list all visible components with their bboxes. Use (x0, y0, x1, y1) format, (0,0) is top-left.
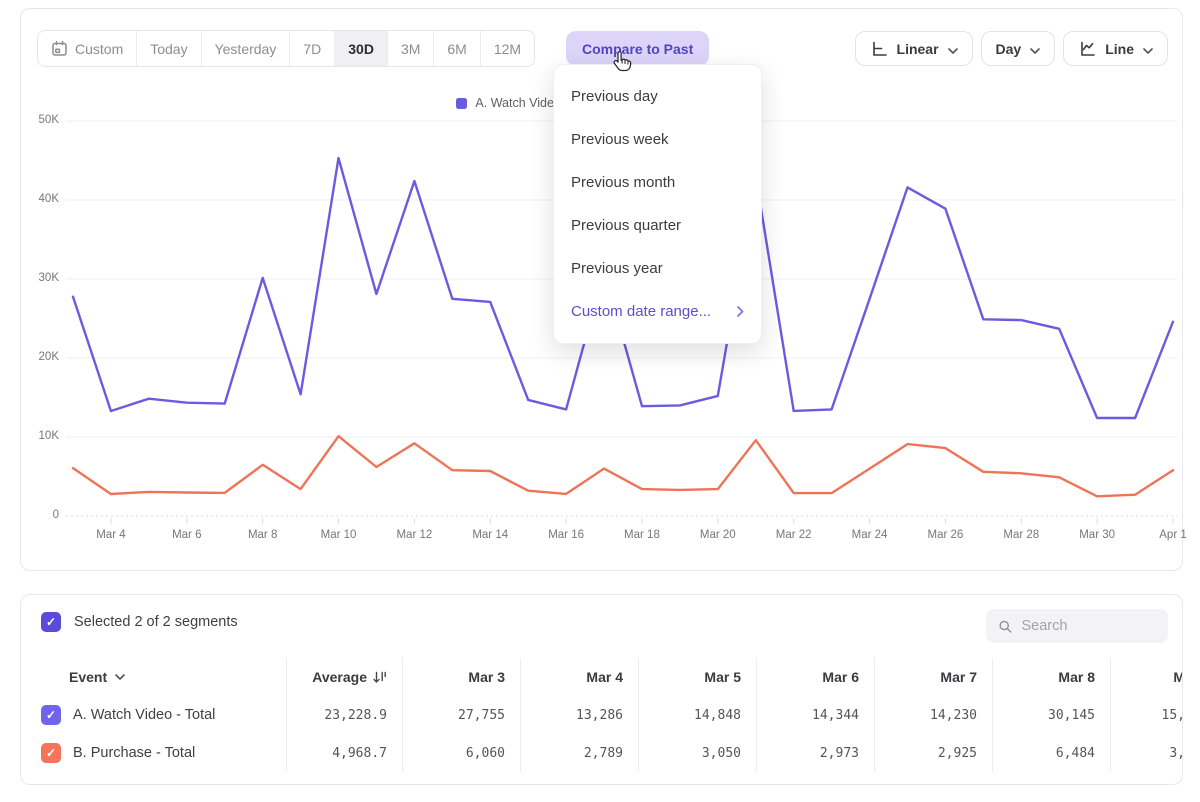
segments-table-panel: ✓ Selected 2 of 2 segments Event Average… (20, 594, 1183, 785)
y-axis-tick-label: 20K (38, 351, 59, 363)
select-all-segments-checkbox[interactable]: ✓ (41, 612, 61, 632)
selected-segments-label: Selected 2 of 2 segments (74, 614, 238, 630)
column-header-mar-5: Mar 5 (639, 658, 757, 696)
scale-label: Linear (896, 40, 939, 57)
date-range-selector: Custom Today Yesterday 7D 30D 3M 6M 12M (37, 30, 536, 67)
x-axis-tick-label: Mar 16 (548, 529, 584, 541)
value-cell: 2,973 (757, 734, 875, 772)
range-option-custom[interactable]: Custom (38, 31, 136, 66)
x-axis-tick-label: Mar 26 (927, 529, 964, 541)
column-header-m: M (1111, 658, 1182, 696)
event-column-header[interactable]: Event (41, 658, 287, 696)
range-option-6m[interactable]: 6M (433, 31, 479, 66)
view-controls: Linear Day Line (854, 31, 1168, 66)
sort-descending-icon (373, 671, 386, 683)
x-axis-tick-label: Apr 1 (1159, 529, 1187, 541)
y-axis-tick-label: 10K (38, 430, 59, 442)
column-header-mar-6: Mar 6 (757, 658, 875, 696)
segment-row-b-purchase-total: ✓ B. Purchase - Total (41, 734, 287, 772)
column-header-mar-8: Mar 8 (993, 658, 1111, 696)
x-axis-tick-label: Mar 24 (851, 529, 888, 541)
column-header-mar-3: Mar 3 (403, 658, 521, 696)
value-cell: 23,228.9 (287, 696, 403, 734)
line-chart-icon (1081, 41, 1096, 56)
menu-item-previous-quarter[interactable]: Previous quarter (571, 217, 682, 234)
value-cell: 6,060 (403, 734, 521, 772)
x-axis-tick-label: Mar 14 (472, 529, 509, 541)
y-axis-tick-label: 30K (38, 272, 59, 284)
segments-bar: ✓ Selected 2 of 2 segments (41, 612, 238, 632)
x-axis-tick-label: Mar 30 (1079, 529, 1116, 541)
range-option-today[interactable]: Today (136, 31, 200, 66)
legend-swatch (456, 97, 468, 109)
value-cell: 14,344 (757, 696, 875, 734)
chevron-down-icon (115, 674, 125, 680)
chart-type-dropdown-button[interactable]: Line (1063, 31, 1168, 66)
segment-label: B. Purchase - Total (73, 745, 196, 761)
menu-item-custom-date-range[interactable]: Custom date range... (554, 290, 761, 333)
compare-to-past-button[interactable]: Compare to Past (566, 31, 710, 66)
chevron-down-icon (1030, 47, 1041, 54)
calendar-icon (52, 40, 67, 56)
menu-item-previous-week[interactable]: Previous week (571, 131, 669, 148)
x-axis-tick-label: Mar 20 (699, 529, 736, 541)
linear-axis-icon (872, 41, 887, 56)
value-cell: 27,755 (403, 696, 521, 734)
menu-item-previous-month[interactable]: Previous month (571, 174, 676, 191)
x-axis-tick-label: Mar 10 (320, 529, 357, 541)
x-axis-tick-label: Mar 22 (775, 529, 812, 541)
chevron-down-icon (947, 47, 958, 54)
x-axis-tick-label: Mar 28 (1003, 529, 1040, 541)
range-option-7d[interactable]: 7D (289, 31, 334, 66)
value-cell: 2,789 (521, 734, 639, 772)
x-axis-tick-label: Mar 18 (624, 529, 660, 541)
interval-label: Day (995, 40, 1022, 57)
value-cell: 30,145 (993, 696, 1111, 734)
menu-item-previous-year[interactable]: Previous year (571, 260, 663, 277)
range-option-yesterday[interactable]: Yesterday (200, 31, 290, 66)
range-option-12m[interactable]: 12M (479, 31, 534, 66)
chart-type-label: Line (1105, 40, 1134, 57)
x-axis-tick-label: Mar 6 (172, 529, 202, 541)
value-cell: 2,925 (875, 734, 993, 772)
x-axis-tick-label: Mar 12 (396, 529, 433, 541)
value-cell: 3, (1169, 745, 1182, 761)
segment-label: A. Watch Video - Total (73, 707, 216, 723)
value-cell: 14,230 (875, 696, 993, 734)
value-cell: 13,286 (521, 696, 639, 734)
column-header-mar-7: Mar 7 (875, 658, 993, 696)
chevron-right-icon (737, 306, 744, 317)
y-axis-tick-label: 40K (38, 193, 59, 205)
value-cell: 6,484 (993, 734, 1111, 772)
segment-checkbox[interactable]: ✓ (41, 705, 61, 725)
range-option-3m[interactable]: 3M (386, 31, 433, 66)
segment-row-a-watch-video-total: ✓ A. Watch Video - Total (41, 696, 287, 734)
compare-to-past-menu: Previous day Previous week Previous month P… (553, 64, 762, 344)
y-axis-tick-label: 50K (38, 114, 59, 126)
x-axis-tick-label: Mar 4 (96, 529, 126, 541)
scale-dropdown-button[interactable]: Linear (854, 31, 973, 66)
search-icon (999, 620, 1012, 633)
search-input[interactable] (1021, 618, 1156, 634)
search-box (986, 609, 1168, 643)
interval-dropdown-button[interactable]: Day (980, 31, 1056, 66)
value-cell: 15, (1161, 707, 1183, 723)
value-cell: 14,848 (639, 696, 757, 734)
chevron-down-icon (1143, 47, 1153, 54)
x-axis-tick-label: Mar 8 (247, 529, 278, 541)
y-axis-tick-label: 0 (52, 509, 59, 521)
menu-item-previous-day[interactable]: Previous day (571, 88, 658, 105)
segment-checkbox[interactable]: ✓ (41, 743, 61, 763)
series-line-b-purchase-total (71, 435, 1175, 498)
value-cell: 4,968.7 (287, 734, 403, 772)
column-header-average[interactable]: Average (287, 658, 403, 696)
value-cell: 3,050 (639, 734, 757, 772)
range-option-30d[interactable]: 30D (334, 31, 387, 66)
column-header-mar-4: Mar 4 (521, 658, 639, 696)
